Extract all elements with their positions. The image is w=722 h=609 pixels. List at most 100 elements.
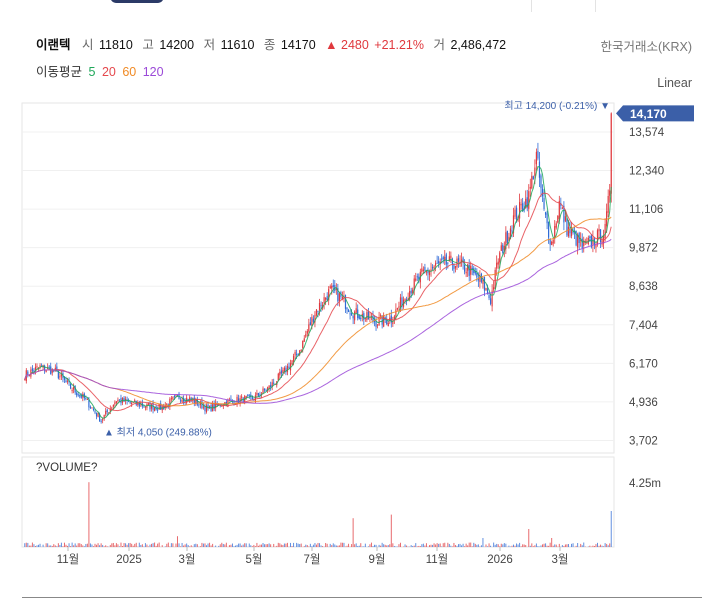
- volume-bar: [512, 544, 514, 547]
- volume-bar: [291, 545, 293, 547]
- candle-body: [102, 419, 104, 421]
- volume-bar: [436, 543, 438, 547]
- candle-body: [236, 396, 238, 405]
- volume-bar: [54, 545, 56, 547]
- volume-bar: [343, 542, 345, 547]
- active-tab-indicator[interactable]: [110, 0, 164, 3]
- volume-bar: [262, 543, 264, 547]
- volume-bar: [42, 544, 44, 547]
- volume-bars: [24, 482, 612, 547]
- volume-bar: [454, 545, 456, 547]
- volume-bar: [296, 542, 298, 547]
- candle-body: [60, 374, 63, 377]
- candle-body: [143, 406, 145, 408]
- volume-bar: [248, 543, 250, 547]
- volume-bar: [386, 545, 388, 547]
- ma120-label[interactable]: 120: [142, 65, 164, 79]
- volume-bar: [419, 546, 421, 547]
- candle-body: [173, 395, 176, 397]
- y-tick-label: 6,170: [629, 358, 658, 370]
- exchange-name: 한국거래소(KRX): [600, 40, 692, 54]
- ma60-label[interactable]: 60: [122, 65, 137, 79]
- volume-bar: [383, 544, 385, 547]
- top-tab-strip: [0, 0, 722, 12]
- volume-bar: [34, 546, 36, 547]
- candle-body: [215, 402, 217, 409]
- candle-body: [237, 398, 240, 403]
- volume-bar: [352, 518, 354, 547]
- volume-bar: [210, 545, 212, 547]
- volume-bar: [607, 545, 609, 547]
- candle-body: [499, 252, 501, 263]
- volume-bar: [293, 542, 295, 547]
- candle-body: [401, 297, 403, 307]
- volume-bar: [331, 545, 333, 547]
- volume-bar: [374, 544, 376, 547]
- candle-body: [421, 268, 423, 273]
- candle-body: [184, 400, 186, 403]
- candle-body: [447, 262, 449, 264]
- volume-bar: [129, 542, 131, 547]
- volume-bar: [82, 545, 84, 547]
- volume-bar: [502, 544, 504, 547]
- volume-bar: [59, 545, 61, 547]
- candle-body: [580, 239, 582, 241]
- stock-chart[interactable]: 13,574 12,340 11,106 9,872 8,638 7,404 6,170 4,…: [0, 95, 722, 565]
- volume-tick-label: 4.25m: [629, 478, 661, 490]
- y-tick-label: 9,872: [629, 243, 658, 255]
- volume-bar: [131, 543, 133, 547]
- volume-value: 2,486,472: [450, 38, 507, 52]
- volume-bar: [152, 543, 154, 547]
- volume-bar: [546, 545, 548, 547]
- candle-body: [485, 288, 487, 291]
- candle-body: [332, 285, 334, 287]
- volume-bar: [71, 542, 73, 547]
- volume-bar: [416, 546, 418, 547]
- candle-body: [160, 403, 162, 410]
- volume-bar: [83, 546, 85, 547]
- candle-body: [57, 370, 59, 379]
- candle-body: [351, 313, 353, 316]
- candle-body: [497, 261, 499, 265]
- candle-body: [273, 382, 275, 384]
- scale-toggle-button[interactable]: Linear: [657, 76, 692, 90]
- candle-body: [270, 385, 272, 388]
- candle-body: [596, 230, 599, 245]
- volume-bar: [181, 542, 183, 547]
- candle-body: [505, 232, 507, 249]
- volume-bar: [169, 546, 171, 547]
- candle-body: [549, 239, 551, 245]
- volume-bar: [221, 542, 223, 547]
- candle-body: [464, 264, 466, 272]
- candle-body: [137, 402, 139, 405]
- volume-bar: [257, 545, 259, 547]
- candle-body: [415, 278, 417, 281]
- volume-bar: [410, 545, 412, 547]
- volume-bar: [53, 544, 55, 547]
- candle-body: [529, 186, 531, 189]
- volume-bar: [432, 544, 434, 547]
- candle-body: [435, 263, 437, 266]
- candle-body: [534, 167, 536, 176]
- candle-body: [71, 390, 73, 392]
- volume-bar: [450, 545, 452, 547]
- volume-bar: [206, 545, 208, 547]
- candle-body: [157, 409, 159, 411]
- volume-bar: [479, 546, 481, 547]
- volume-bar: [378, 544, 380, 547]
- candle-body: [175, 394, 177, 396]
- volume-bar: [398, 544, 400, 547]
- volume-bar: [566, 544, 568, 547]
- volume-bar: [306, 545, 308, 547]
- candle-body: [31, 368, 33, 371]
- ma5-label[interactable]: 5: [88, 65, 96, 79]
- candle-body: [230, 398, 232, 400]
- volume-bar: [290, 542, 292, 547]
- candle-body: [44, 365, 46, 371]
- close-label: 종: [263, 38, 276, 52]
- volume-bar: [549, 542, 551, 547]
- candle-body: [279, 371, 281, 376]
- candle-body: [129, 402, 131, 404]
- volume-bar: [186, 543, 188, 547]
- ma20-label[interactable]: 20: [101, 65, 116, 79]
